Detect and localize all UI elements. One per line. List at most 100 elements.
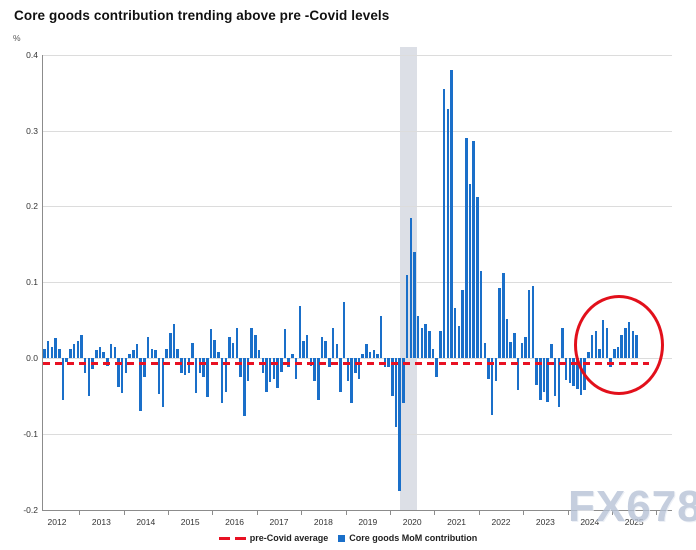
bar xyxy=(206,358,209,397)
bar xyxy=(146,336,150,358)
x-tick xyxy=(123,511,125,515)
bar xyxy=(409,217,413,358)
bar xyxy=(194,358,198,393)
bar xyxy=(183,358,187,375)
bar xyxy=(202,358,205,377)
bar xyxy=(357,358,361,380)
bar xyxy=(450,69,453,358)
bar xyxy=(291,354,294,358)
gridline xyxy=(42,130,672,132)
x-axis-line xyxy=(42,510,672,511)
bar xyxy=(468,183,472,358)
bar xyxy=(435,358,438,377)
x-year-label: 2019 xyxy=(358,517,378,527)
bar xyxy=(135,344,139,358)
bar xyxy=(246,358,250,381)
x-year-label: 2012 xyxy=(47,517,67,527)
fx678-watermark: FX678 xyxy=(568,482,696,531)
bar xyxy=(568,358,572,383)
bar xyxy=(261,358,265,374)
bar xyxy=(109,344,113,358)
bar xyxy=(72,344,76,358)
bar xyxy=(217,351,220,358)
bar xyxy=(372,350,376,358)
bar xyxy=(187,358,191,374)
bar xyxy=(539,358,542,400)
bar xyxy=(50,346,54,358)
bar xyxy=(424,323,427,358)
bar xyxy=(124,358,128,374)
bar xyxy=(257,350,261,358)
bar xyxy=(542,358,546,393)
x-year-label: 2016 xyxy=(225,517,245,527)
gridline xyxy=(42,433,672,435)
bar xyxy=(254,335,257,358)
x-tick xyxy=(434,511,436,515)
bar xyxy=(276,358,279,389)
bar xyxy=(453,307,457,358)
bar xyxy=(268,358,272,383)
x-tick xyxy=(523,511,525,515)
bar xyxy=(161,358,165,407)
bar xyxy=(239,358,242,377)
bar xyxy=(150,348,154,358)
x-tick xyxy=(168,511,169,515)
bar xyxy=(191,342,194,358)
bar xyxy=(439,331,442,358)
bar xyxy=(553,358,557,396)
bar xyxy=(494,358,498,381)
bar xyxy=(213,339,216,358)
bar xyxy=(564,358,568,380)
blue-square-icon xyxy=(338,534,346,542)
bar xyxy=(339,358,342,393)
x-tick xyxy=(345,511,347,515)
bar xyxy=(428,331,431,358)
bar xyxy=(61,358,65,400)
bar xyxy=(65,358,68,362)
bar xyxy=(520,342,524,358)
x-tick xyxy=(612,511,613,515)
y-axis-line xyxy=(42,55,43,510)
bar xyxy=(139,358,142,412)
bar xyxy=(154,350,157,358)
bar xyxy=(550,344,553,358)
bar xyxy=(509,342,512,358)
gridline xyxy=(42,54,672,56)
bar xyxy=(176,348,179,358)
bar xyxy=(165,348,168,358)
bar xyxy=(98,346,102,358)
bar xyxy=(524,336,527,358)
bar xyxy=(265,358,268,393)
bar xyxy=(391,358,394,396)
bar xyxy=(465,138,468,358)
y-tick-label: -0.2 xyxy=(23,504,38,515)
bar xyxy=(457,326,461,358)
bar xyxy=(169,332,172,358)
gridline xyxy=(42,282,672,284)
bar xyxy=(46,341,50,358)
bar xyxy=(313,358,316,381)
bar xyxy=(231,342,235,358)
bar xyxy=(43,348,46,358)
bar xyxy=(402,358,405,404)
bar xyxy=(320,336,324,358)
precovid-average-line xyxy=(43,361,649,365)
bar xyxy=(557,358,561,408)
legend-label-coregoods: Core goods MoM contribution xyxy=(349,533,478,543)
bar xyxy=(76,341,80,358)
gridline xyxy=(42,358,672,359)
bar xyxy=(235,327,239,358)
y-tick-label: 0.0 xyxy=(26,353,38,363)
x-tick xyxy=(212,511,214,515)
x-year-label: 2023 xyxy=(535,517,555,527)
y-tick-label: 0.3 xyxy=(26,125,38,136)
bar xyxy=(272,358,276,380)
bar xyxy=(120,358,124,393)
bar xyxy=(298,306,302,358)
chart-legend: pre-Covid average Core goods MoM contrib… xyxy=(0,533,696,543)
y-tick-label: 0.4 xyxy=(26,49,38,60)
x-year-label: 2020 xyxy=(402,517,422,527)
bar xyxy=(117,358,120,387)
